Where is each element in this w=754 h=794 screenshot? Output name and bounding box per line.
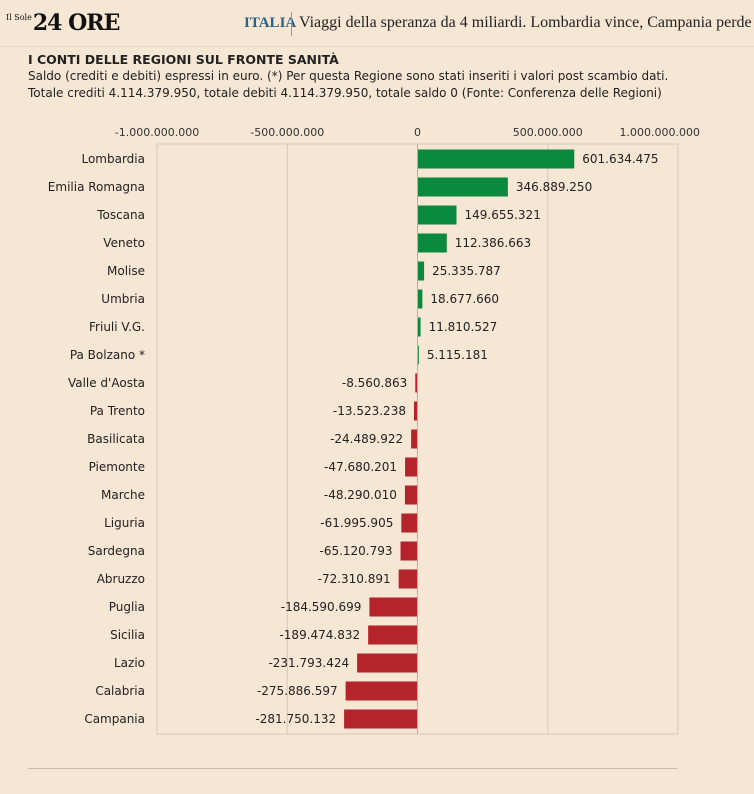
- category-label: Calabria: [95, 684, 145, 698]
- data-label: -275.886.597: [257, 684, 338, 698]
- data-label: -61.995.905: [320, 516, 393, 530]
- category-label: Basilicata: [87, 432, 145, 446]
- section-link[interactable]: ITALIA: [244, 15, 297, 31]
- bar: [417, 261, 425, 281]
- bar: [417, 205, 457, 225]
- x-tick-label: 500.000.000: [513, 126, 583, 139]
- category-label: Marche: [101, 488, 145, 502]
- category-label: Molise: [107, 264, 145, 278]
- bottom-divider: [28, 768, 678, 769]
- chart-title: I CONTI DELLE REGIONI SUL FRONTE SANITÀ: [28, 52, 339, 67]
- data-label: 5.115.181: [427, 348, 488, 362]
- logo-text: 24 ORE: [32, 10, 120, 36]
- category-label: Sicilia: [110, 628, 145, 642]
- category-label: Valle d'Aosta: [68, 376, 145, 390]
- data-label: -189.474.832: [279, 628, 360, 642]
- bar: [417, 289, 423, 309]
- data-label: 18.677.660: [430, 292, 499, 306]
- data-label: -8.560.863: [342, 376, 407, 390]
- bar: [398, 569, 418, 589]
- data-label: 11.810.527: [429, 320, 498, 334]
- data-label: 149.655.321: [464, 208, 540, 222]
- bar: [417, 317, 421, 337]
- bar: [417, 177, 508, 197]
- chart-subtitle: Saldo (crediti e debiti) espressi in eur…: [28, 69, 669, 100]
- data-label: 346.889.250: [516, 180, 592, 194]
- data-label: 25.335.787: [432, 264, 501, 278]
- bar: [417, 233, 447, 253]
- data-label: -13.523.238: [333, 404, 406, 418]
- data-label: -24.489.922: [330, 432, 403, 446]
- category-label: Umbria: [101, 292, 145, 306]
- data-label: -47.680.201: [324, 460, 397, 474]
- category-label: Toscana: [96, 208, 145, 222]
- category-label: Piemonte: [89, 460, 145, 474]
- bar: [411, 429, 418, 449]
- bar: [369, 597, 418, 617]
- data-label: -184.590.699: [281, 600, 362, 614]
- header-divider: [291, 12, 292, 36]
- bar: [400, 541, 418, 561]
- category-label: Emilia Romagna: [48, 180, 145, 194]
- category-label: Friuli V.G.: [89, 320, 145, 334]
- bar-chart: -1.000.000.000 -500.000.000 0 500.000.000 1.…: [48, 126, 700, 735]
- logo-small-text: Il Sole: [6, 13, 32, 22]
- logo[interactable]: Il Sole24 ORE: [6, 10, 120, 36]
- data-label: 112.386.663: [455, 236, 531, 250]
- data-label: -281.750.132: [255, 712, 336, 726]
- category-label: Campania: [84, 712, 145, 726]
- bar: [357, 653, 418, 673]
- bar: [404, 485, 418, 505]
- bar: [345, 681, 418, 701]
- x-tick-label: 1.000.000.000: [620, 126, 700, 139]
- bar: [344, 709, 418, 729]
- category-label: Lombardia: [81, 152, 145, 166]
- category-label: Abruzzo: [97, 572, 145, 586]
- category-label: Lazio: [114, 656, 145, 670]
- data-label: -48.290.010: [324, 488, 397, 502]
- bar: [405, 457, 418, 477]
- bar: [415, 373, 418, 393]
- article-headline[interactable]: Viaggi della speranza da 4 miliardi. Lom…: [299, 14, 752, 31]
- category-label: Pa Bolzano *: [70, 348, 145, 362]
- category-label: Puglia: [109, 600, 145, 614]
- x-tick-label: -500.000.000: [250, 126, 324, 139]
- data-label: -65.120.793: [319, 544, 392, 558]
- category-label: Veneto: [103, 236, 145, 250]
- bar: [401, 513, 418, 533]
- data-label: -72.310.891: [318, 572, 391, 586]
- bar: [413, 401, 418, 421]
- category-label: Liguria: [104, 516, 145, 530]
- category-label: Pa Trento: [90, 404, 145, 418]
- data-label: -231.793.424: [268, 656, 349, 670]
- bar: [417, 149, 575, 169]
- top-bar: Il Sole24 ORE ITALIA Viaggi della speran…: [0, 0, 754, 47]
- category-label: Sardegna: [88, 544, 145, 558]
- x-tick-label: 0: [414, 126, 421, 139]
- data-label: 601.634.475: [582, 152, 658, 166]
- bar: [368, 625, 418, 645]
- x-tick-label: -1.000.000.000: [115, 126, 199, 139]
- bar: [417, 345, 419, 365]
